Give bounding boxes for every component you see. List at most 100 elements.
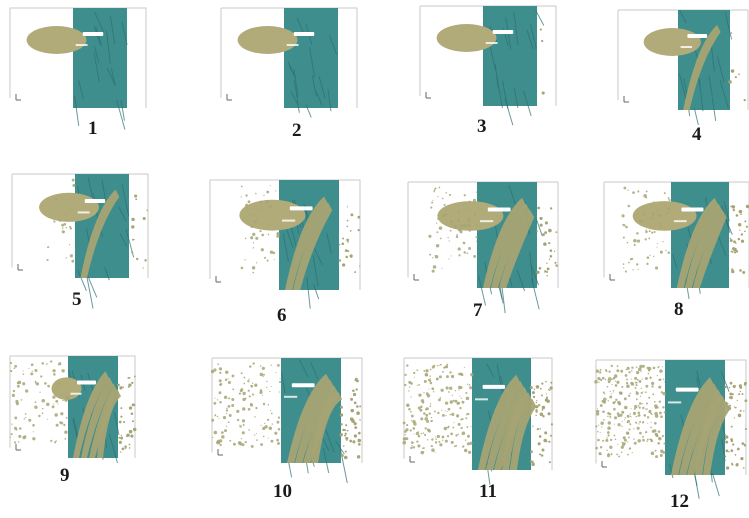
fragment-cloud-particle <box>46 258 49 262</box>
fragment-cloud-particle <box>64 430 68 434</box>
fragment-cloud-particle <box>432 199 434 202</box>
fragment-cloud-particle <box>424 417 429 421</box>
fragment-cloud-particle <box>606 385 609 388</box>
debris-particle <box>546 262 548 264</box>
projectile <box>26 26 87 54</box>
debris-particle <box>531 460 534 464</box>
fragment-cloud-particle <box>272 251 276 255</box>
debris-particle <box>133 375 136 378</box>
fragment-cloud-particle <box>69 227 73 230</box>
plate-texture <box>299 359 309 378</box>
fragment-cloud-particle <box>631 366 634 369</box>
fragment-cloud-particle <box>260 248 264 252</box>
plate-texture <box>716 233 727 256</box>
fragment-cloud-particle <box>263 256 267 259</box>
fragment-cloud-particle <box>633 238 637 243</box>
debris-particle <box>548 440 551 443</box>
fragment-cloud-particle <box>653 429 657 433</box>
fragment-cloud-particle <box>241 431 245 435</box>
fragment-cloud-particle <box>629 423 632 426</box>
fragment-cloud-particle <box>466 442 470 446</box>
fragment-cloud-particle <box>242 391 246 396</box>
fragment-cloud-particle <box>633 442 635 444</box>
fragment-cloud-particle <box>40 375 43 378</box>
debris-particle <box>339 413 344 417</box>
fragment-cloud-particle <box>602 400 607 404</box>
fragment-cloud-particle <box>603 419 605 421</box>
debris-particle <box>548 258 551 261</box>
plate-texture <box>106 31 111 64</box>
fragment-cloud-particle <box>457 385 462 390</box>
fragment-cloud-particle <box>277 364 280 367</box>
fragment-cloud-particle <box>224 429 227 433</box>
fragment-cloud-particle <box>15 399 19 404</box>
fragment-cloud-particle <box>34 369 38 373</box>
debris-particle <box>729 395 733 400</box>
fragment-cloud-particle <box>252 232 256 237</box>
plate-texture <box>309 46 316 78</box>
fragment-cloud-particle <box>458 389 460 391</box>
debris-particle <box>729 392 733 396</box>
fragment-cloud-particle <box>640 220 642 222</box>
fragment-cloud-particle <box>636 426 640 430</box>
debris-particle <box>554 261 557 264</box>
fragment-cloud-particle <box>270 409 272 411</box>
fragment-cloud-particle <box>621 442 626 447</box>
plate-texture <box>326 232 332 254</box>
fragment-cloud-particle <box>248 214 250 216</box>
plate-texture <box>678 73 687 100</box>
debris-particle <box>728 387 731 389</box>
fragment-cloud-particle <box>415 431 420 436</box>
fragment-cloud-particle <box>22 370 24 372</box>
fragment-cloud-particle <box>605 370 608 373</box>
fragment-cloud-particle <box>267 437 269 439</box>
fragment-cloud-particle <box>648 366 652 371</box>
debris-particle <box>743 410 745 412</box>
plate-texture <box>101 179 107 206</box>
fragment-cloud-particle <box>404 434 406 436</box>
fragment-cloud-particle <box>455 434 458 437</box>
crater-highlight <box>485 42 498 44</box>
plate-texture <box>504 98 514 126</box>
fragment-cloud-particle <box>656 242 659 245</box>
debris-particle <box>744 399 748 403</box>
plate-texture <box>501 286 506 314</box>
fragment-cloud-particle <box>247 408 251 411</box>
debris-particle <box>745 225 749 228</box>
fragment-cloud-particle <box>431 448 435 452</box>
debris-particle <box>354 271 357 274</box>
fragment-cloud-particle <box>607 421 611 425</box>
fragment-cloud-particle <box>621 410 625 414</box>
fragment-cloud-particle <box>438 375 442 379</box>
fragment-cloud-particle <box>468 200 471 203</box>
plate-texture <box>325 429 335 453</box>
fragment-cloud-particle <box>657 441 661 445</box>
fragment-cloud-particle <box>240 196 242 198</box>
fragment-cloud-particle <box>50 439 53 442</box>
fragment-cloud-particle <box>632 411 637 416</box>
fragment-cloud-particle <box>465 413 468 416</box>
fragment-cloud-particle <box>649 376 651 378</box>
fragment-cloud-particle <box>613 374 618 378</box>
plate-texture <box>486 363 495 378</box>
fragment-cloud-particle <box>32 437 36 441</box>
debris-particle <box>127 377 130 379</box>
fragment-cloud-particle <box>597 438 600 442</box>
fragment-cloud-particle <box>431 201 434 204</box>
fragment-cloud-particle <box>627 394 631 397</box>
fragment-cloud-particle <box>244 441 247 444</box>
fragment-cloud-particle <box>55 423 59 427</box>
fragment-cloud-particle <box>645 190 648 193</box>
fragment-cloud-particle <box>34 380 37 383</box>
debris-particle <box>536 230 538 232</box>
plate-texture <box>478 275 487 306</box>
fragment-cloud-particle <box>621 425 623 427</box>
fragment-cloud-particle <box>472 198 477 202</box>
fragment-cloud-particle <box>268 426 273 431</box>
frame-number-label: 1 <box>88 118 98 139</box>
fragment-cloud-particle <box>455 235 459 239</box>
fragment-cloud-particle <box>607 415 609 418</box>
fragment-cloud-particle <box>426 419 430 423</box>
fragment-cloud-particle <box>11 393 15 397</box>
fragment-cloud-particle <box>457 401 461 405</box>
